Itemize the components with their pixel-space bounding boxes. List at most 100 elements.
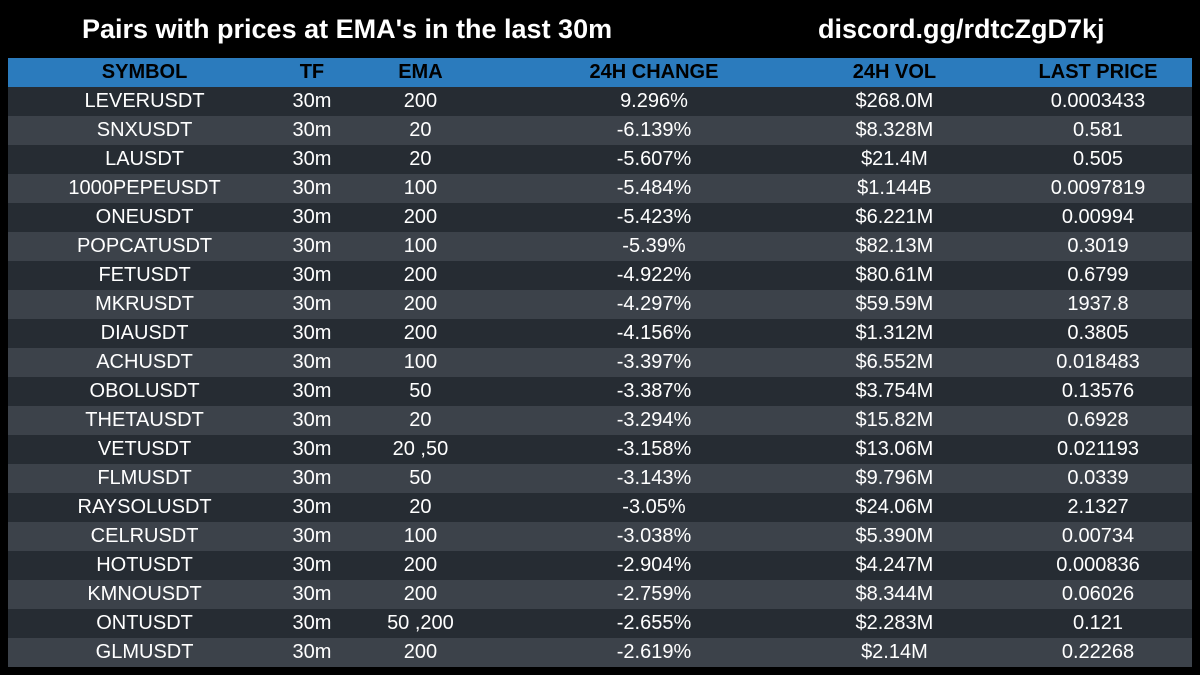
cell-24h-change: -3.387% bbox=[616, 380, 692, 402]
cell-24h-vol: $4.247M bbox=[855, 554, 934, 576]
cell-24h-change: -2.904% bbox=[616, 554, 692, 576]
cell-symbol: FLMUSDT bbox=[97, 467, 192, 489]
ema-pairs-table: SYMBOL TF EMA 24H CHANGE 24H VOL LAST PR… bbox=[8, 58, 1192, 667]
table-row[interactable]: THETAUSDT 30m 20 -3.294% $15.82M 0.6928 bbox=[8, 406, 1192, 435]
cell-24h-vol: $5.390M bbox=[855, 525, 934, 547]
cell-last-price: 0.0339 bbox=[1067, 467, 1129, 489]
cell-symbol: OBOLUSDT bbox=[89, 380, 200, 402]
table-row[interactable]: VETUSDT 30m 20 ,50 -3.158% $13.06M 0.021193 bbox=[8, 435, 1192, 464]
cell-ema: 100 bbox=[403, 525, 438, 547]
cell-last-price: 0.22268 bbox=[1061, 641, 1135, 663]
table-row[interactable]: FETUSDT 30m 200 -4.922% $80.61M 0.6799 bbox=[8, 261, 1192, 290]
cell-tf: 30m bbox=[292, 90, 332, 112]
cell-24h-change: -3.294% bbox=[616, 409, 692, 431]
table-row[interactable]: POPCATUSDT 30m 100 -5.39% $82.13M 0.3019 bbox=[8, 232, 1192, 261]
column-header-ema[interactable]: EMA bbox=[398, 61, 443, 83]
cell-24h-change: -5.484% bbox=[616, 177, 692, 199]
column-header-tf[interactable]: TF bbox=[299, 61, 325, 83]
table-body: LEVERUSDT 30m 200 9.296% $268.0M 0.0003433 SNX… bbox=[8, 87, 1192, 667]
table-row[interactable]: DIAUSDT 30m 200 -4.156% $1.312M 0.3805 bbox=[8, 319, 1192, 348]
cell-symbol: GLMUSDT bbox=[95, 641, 194, 663]
column-header-symbol[interactable]: SYMBOL bbox=[101, 61, 188, 83]
cell-tf: 30m bbox=[292, 206, 332, 228]
cell-symbol: LAUSDT bbox=[105, 148, 184, 170]
cell-symbol: ONTUSDT bbox=[96, 612, 193, 634]
table-row[interactable]: ONEUSDT 30m 200 -5.423% $6.221M 0.00994 bbox=[8, 203, 1192, 232]
cell-symbol: CELRUSDT bbox=[90, 525, 199, 547]
cell-tf: 30m bbox=[292, 148, 332, 170]
cell-24h-change: -3.158% bbox=[616, 438, 692, 460]
cell-24h-vol: $2.283M bbox=[855, 612, 934, 634]
table-row[interactable]: MKRUSDT 30m 200 -4.297% $59.59M 1937.8 bbox=[8, 290, 1192, 319]
cell-symbol: 1000PEPEUSDT bbox=[68, 177, 221, 199]
column-header-24h-change[interactable]: 24H CHANGE bbox=[589, 61, 719, 83]
table-row[interactable]: RAYSOLUSDT 30m 20 -3.05% $24.06M 2.1327 bbox=[8, 493, 1192, 522]
cell-symbol: POPCATUSDT bbox=[76, 235, 213, 257]
column-header-last-price[interactable]: LAST PRICE bbox=[1038, 61, 1158, 83]
cell-ema: 20 bbox=[409, 148, 432, 170]
cell-ema: 200 bbox=[403, 583, 438, 605]
cell-symbol: MKRUSDT bbox=[95, 293, 194, 315]
table-row[interactable]: KMNOUSDT 30m 200 -2.759% $8.344M 0.06026 bbox=[8, 580, 1192, 609]
cell-last-price: 0.021193 bbox=[1057, 438, 1139, 460]
cell-24h-change: -5.39% bbox=[622, 235, 686, 257]
cell-symbol: THETAUSDT bbox=[85, 409, 204, 431]
cell-24h-vol: $6.221M bbox=[855, 206, 934, 228]
cell-ema: 20 ,50 bbox=[392, 438, 449, 460]
table-row[interactable]: GLMUSDT 30m 200 -2.619% $2.14M 0.22268 bbox=[8, 638, 1192, 667]
cell-symbol: ONEUSDT bbox=[95, 206, 194, 228]
cell-symbol: SNXUSDT bbox=[96, 119, 193, 141]
cell-ema: 200 bbox=[403, 554, 438, 576]
cell-24h-vol: $268.0M bbox=[855, 90, 934, 112]
cell-last-price: 0.3019 bbox=[1067, 235, 1129, 257]
cell-last-price: 0.0097819 bbox=[1050, 177, 1146, 199]
cell-24h-vol: $2.14M bbox=[861, 641, 928, 663]
cell-tf: 30m bbox=[292, 351, 332, 373]
cell-tf: 30m bbox=[292, 583, 332, 605]
column-header-24h-vol[interactable]: 24H VOL bbox=[852, 61, 937, 83]
table-row[interactable]: ONTUSDT 30m 50 ,200 -2.655% $2.283M 0.121 bbox=[8, 609, 1192, 638]
cell-last-price: 0.0003433 bbox=[1050, 90, 1146, 112]
cell-24h-change: -3.038% bbox=[616, 525, 692, 547]
cell-last-price: 0.3805 bbox=[1067, 322, 1129, 344]
cell-tf: 30m bbox=[292, 438, 332, 460]
cell-tf: 30m bbox=[292, 612, 332, 634]
page-title: Pairs with prices at EMA's in the last 3… bbox=[82, 14, 613, 44]
cell-symbol: FETUSDT bbox=[98, 264, 191, 286]
table-row[interactable]: OBOLUSDT 30m 50 -3.387% $3.754M 0.13576 bbox=[8, 377, 1192, 406]
cell-last-price: 0.00734 bbox=[1061, 525, 1135, 547]
table-row[interactable]: 1000PEPEUSDT 30m 100 -5.484% $1.144B 0.009781… bbox=[8, 174, 1192, 203]
cell-24h-change: -3.05% bbox=[622, 496, 686, 518]
table-row[interactable]: HOTUSDT 30m 200 -2.904% $4.247M 0.000836 bbox=[8, 551, 1192, 580]
cell-ema: 100 bbox=[403, 235, 438, 257]
cell-tf: 30m bbox=[292, 264, 332, 286]
cell-tf: 30m bbox=[292, 467, 332, 489]
cell-24h-change: -2.655% bbox=[616, 612, 692, 634]
table-row[interactable]: FLMUSDT 30m 50 -3.143% $9.796M 0.0339 bbox=[8, 464, 1192, 493]
table-row[interactable]: ACHUSDT 30m 100 -3.397% $6.552M 0.018483 bbox=[8, 348, 1192, 377]
cell-24h-change: -4.297% bbox=[616, 293, 692, 315]
cell-24h-vol: $1.312M bbox=[855, 322, 934, 344]
cell-24h-change: -3.397% bbox=[616, 351, 692, 373]
cell-24h-change: -4.156% bbox=[616, 322, 692, 344]
table-row[interactable]: LEVERUSDT 30m 200 9.296% $268.0M 0.0003433 bbox=[8, 87, 1192, 116]
cell-24h-change: -5.607% bbox=[616, 148, 692, 170]
cell-last-price: 0.06026 bbox=[1061, 583, 1135, 605]
cell-24h-change: -3.143% bbox=[616, 467, 692, 489]
cell-ema: 20 bbox=[409, 409, 432, 431]
cell-24h-change: -2.619% bbox=[616, 641, 692, 663]
cell-ema: 200 bbox=[403, 264, 438, 286]
cell-tf: 30m bbox=[292, 641, 332, 663]
cell-last-price: 0.121 bbox=[1072, 612, 1124, 634]
table-row[interactable]: SNXUSDT 30m 20 -6.139% $8.328M 0.581 bbox=[8, 116, 1192, 145]
cell-24h-vol: $8.328M bbox=[855, 119, 934, 141]
cell-last-price: 0.00994 bbox=[1061, 206, 1135, 228]
cell-24h-vol: $24.06M bbox=[855, 496, 934, 518]
table-row[interactable]: CELRUSDT 30m 100 -3.038% $5.390M 0.00734 bbox=[8, 522, 1192, 551]
discord-link[interactable]: discord.gg/rdtcZgD7kj bbox=[818, 14, 1105, 44]
cell-symbol: KMNOUSDT bbox=[87, 583, 202, 605]
cell-24h-change: -6.139% bbox=[616, 119, 692, 141]
cell-24h-change: -4.922% bbox=[616, 264, 692, 286]
cell-24h-change: -2.759% bbox=[616, 583, 692, 605]
table-row[interactable]: LAUSDT 30m 20 -5.607% $21.4M 0.505 bbox=[8, 145, 1192, 174]
